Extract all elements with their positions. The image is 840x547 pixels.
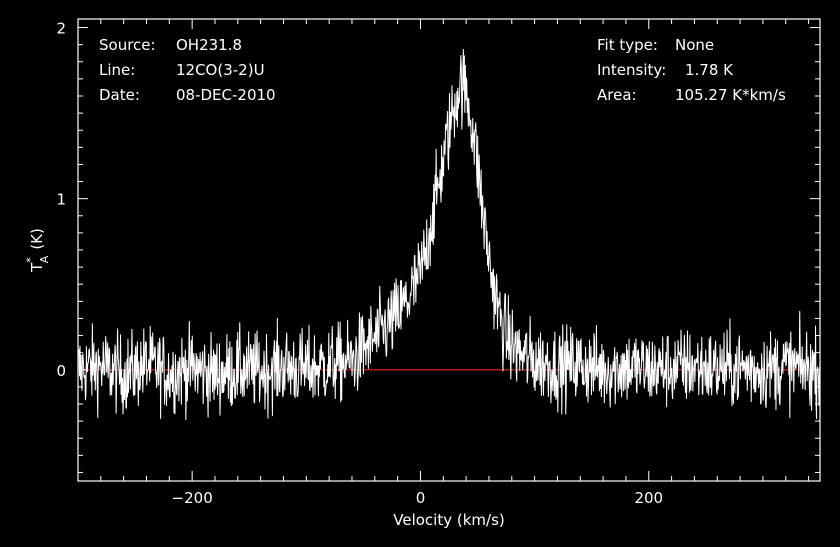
area-value: 105.27 K*km/s bbox=[675, 86, 786, 104]
y-tick-label: 2 bbox=[56, 20, 66, 38]
y-axis-title-sub: A bbox=[38, 255, 51, 263]
spectrum-trace bbox=[77, 49, 821, 420]
x-tick-label: −200 bbox=[172, 489, 213, 507]
y-tick-label: 1 bbox=[56, 191, 66, 209]
line-label: Line: bbox=[99, 61, 135, 79]
area-label: Area: bbox=[597, 86, 637, 104]
y-axis-title-sup: * bbox=[24, 257, 37, 263]
line-value: 12CO(3-2)U bbox=[176, 61, 265, 79]
intensity-value: 1.78 K bbox=[685, 61, 734, 79]
date-label: Date: bbox=[99, 86, 140, 104]
fit-type-label: Fit type: bbox=[597, 36, 658, 54]
source-value: OH231.8 bbox=[176, 36, 242, 54]
source-label: Source: bbox=[99, 36, 156, 54]
x-tick-label: 0 bbox=[416, 489, 426, 507]
fit-type-value: None bbox=[675, 36, 714, 54]
x-axis-title: Velocity (km/s) bbox=[393, 511, 504, 529]
y-axis-title-main: T bbox=[28, 262, 46, 273]
intensity-label: Intensity: bbox=[597, 61, 666, 79]
date-value: 08-DEC-2010 bbox=[176, 86, 276, 104]
y-axis-title-unit: (K) bbox=[28, 228, 46, 250]
y-axis-title-text: T*A (K) bbox=[24, 228, 51, 273]
y-tick-label: 0 bbox=[56, 362, 66, 380]
x-tick-label: 200 bbox=[634, 489, 663, 507]
y-axis-title: T*A (K) bbox=[24, 228, 51, 273]
